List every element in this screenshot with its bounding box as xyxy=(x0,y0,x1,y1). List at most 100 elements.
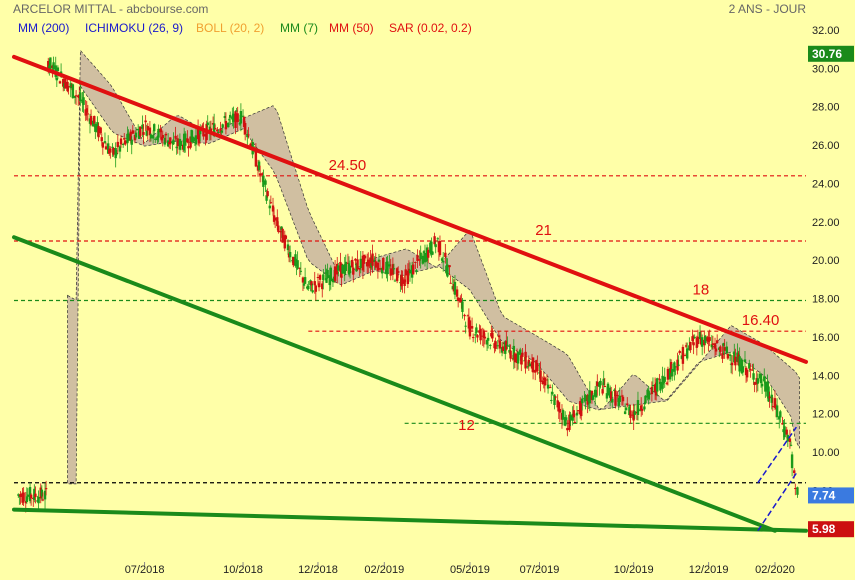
candle-body xyxy=(127,133,130,141)
candle-body xyxy=(476,335,479,338)
candle-body xyxy=(584,395,587,402)
candle-body xyxy=(367,259,370,267)
candle-body xyxy=(788,438,792,442)
candle-body xyxy=(238,122,242,125)
candle-body xyxy=(294,254,297,267)
candle-body xyxy=(22,492,25,502)
candle-body xyxy=(116,141,120,148)
candle-body xyxy=(214,128,217,130)
candle-body xyxy=(359,258,362,268)
candle-body xyxy=(768,396,771,399)
candle-body xyxy=(470,326,474,329)
candle-body xyxy=(524,351,527,369)
candle-body xyxy=(191,136,194,143)
candle-body xyxy=(280,226,283,230)
candle-body xyxy=(602,378,605,386)
candle-body xyxy=(669,362,673,373)
candle-body xyxy=(561,410,565,420)
indicator-mm200[interactable]: MM (200) xyxy=(18,21,69,35)
candle-body xyxy=(346,262,350,264)
x-tick-label: 02/2019 xyxy=(364,564,404,576)
indicator-legend: MM (200) ICHIMOKU (26, 9) BOLL (20, 2) M… xyxy=(18,21,472,35)
candle-body xyxy=(24,501,27,504)
candle-body xyxy=(414,261,417,263)
candle-body xyxy=(550,399,553,401)
candle-body xyxy=(257,161,261,170)
candle-body xyxy=(678,351,681,353)
candle-body xyxy=(136,128,140,131)
candle-body xyxy=(144,120,147,123)
candle-body xyxy=(520,355,523,365)
candle-body xyxy=(531,357,535,373)
candle-body xyxy=(37,496,40,504)
candle-body xyxy=(565,417,568,421)
candle-body xyxy=(763,376,766,382)
y-tick-label: 22.00 xyxy=(812,217,840,229)
candle-body xyxy=(100,137,103,142)
y-axis: 32.00 30.00 28.00 26.00 24.00 22.00 20.00 18.00… xyxy=(808,25,854,538)
candle-body xyxy=(221,124,224,128)
y-tick-label: 30.00 xyxy=(812,63,840,75)
candle-body xyxy=(714,348,718,352)
chart-title: ARCELOR MITTAL - abcbourse.com xyxy=(13,2,208,16)
indicator-mm50[interactable]: MM (50) xyxy=(329,21,374,35)
candle-body xyxy=(377,259,381,262)
cloud-band xyxy=(67,49,800,485)
candle-body xyxy=(111,146,114,148)
candle-body xyxy=(159,128,162,133)
candle-body xyxy=(310,281,313,286)
candle-body xyxy=(545,379,549,381)
candle-body xyxy=(316,276,320,278)
candle-body xyxy=(322,274,325,281)
candle-body xyxy=(277,225,280,232)
candle-body xyxy=(613,389,616,392)
candle-body xyxy=(279,230,282,233)
candle-body xyxy=(234,111,237,129)
candle-body xyxy=(509,350,512,359)
candle-body xyxy=(426,249,430,258)
candle-body xyxy=(636,400,640,415)
trendlines xyxy=(12,54,808,533)
candle-body xyxy=(131,130,134,134)
candle-body xyxy=(376,262,380,271)
candle-body xyxy=(329,267,332,282)
candle-body xyxy=(568,414,571,430)
candle-body xyxy=(715,340,719,343)
candle-body xyxy=(770,394,773,403)
candle-body xyxy=(303,277,307,284)
candle-body xyxy=(286,244,290,251)
indicator-boll[interactable]: BOLL (20, 2) xyxy=(196,21,264,35)
indicator-sar[interactable]: SAR (0.02, 0.2) xyxy=(389,21,472,35)
candle-body xyxy=(571,413,574,421)
y-tick-label: 10.00 xyxy=(812,447,840,459)
candle-body xyxy=(665,382,669,384)
candle-body xyxy=(354,258,357,261)
x-tick-label: 05/2019 xyxy=(450,564,490,576)
y-tick-label: 32.00 xyxy=(812,25,840,37)
candle-body xyxy=(223,116,227,118)
candle-body xyxy=(620,395,624,397)
candle-body xyxy=(431,251,434,255)
candle-body xyxy=(337,265,340,271)
y-tick-label: 28.00 xyxy=(812,102,840,114)
candle-body xyxy=(79,92,82,102)
candle-body xyxy=(651,385,655,387)
candle-body xyxy=(430,241,433,254)
candle-body xyxy=(311,290,314,293)
candle-body xyxy=(160,136,163,141)
indicator-ichimoku[interactable]: ICHIMOKU (26, 9) xyxy=(85,21,183,35)
candle-body xyxy=(217,132,220,134)
candle-body xyxy=(468,320,472,337)
indicator-mm7[interactable]: MM (7) xyxy=(280,21,318,35)
candle-body xyxy=(595,390,598,398)
candle-body xyxy=(599,380,602,386)
candle-body xyxy=(479,328,482,341)
candle-body xyxy=(455,289,459,297)
candle-body xyxy=(212,123,216,137)
candle-body xyxy=(254,151,258,167)
candle-body xyxy=(313,281,316,286)
candle-body xyxy=(785,429,788,435)
candle-body xyxy=(172,139,175,145)
candle-body xyxy=(264,180,267,185)
candle-body xyxy=(512,345,516,360)
